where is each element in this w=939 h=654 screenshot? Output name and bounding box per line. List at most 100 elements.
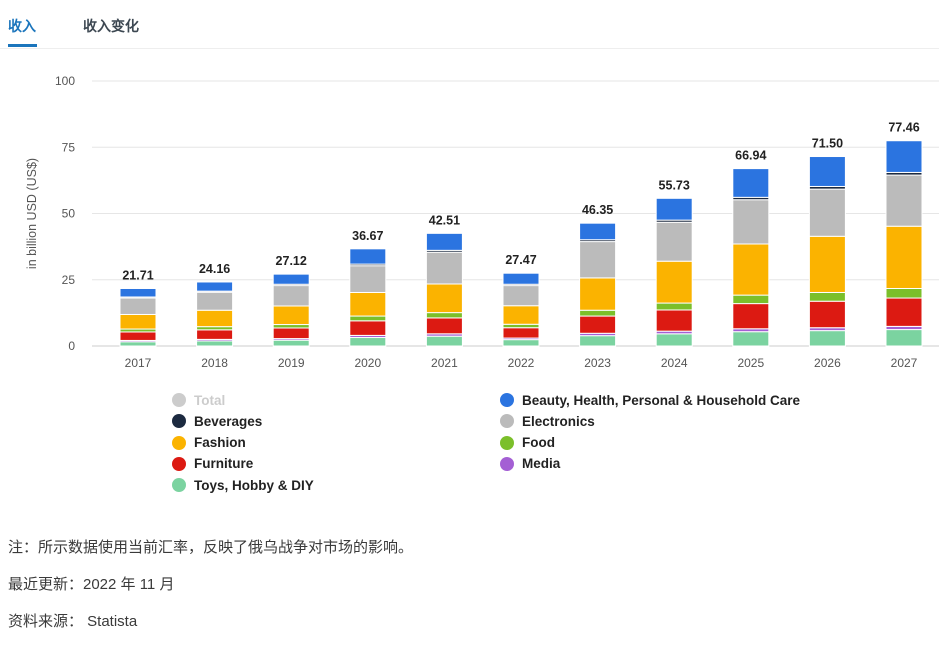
x-tick-label: 2027 bbox=[891, 356, 918, 370]
legend-marker bbox=[172, 393, 186, 407]
bar-segment bbox=[579, 309, 617, 317]
source-text: 资料来源： Statista bbox=[8, 613, 138, 630]
legend-item[interactable]: Toys, Hobby & DIY bbox=[172, 475, 314, 495]
bar-segment bbox=[885, 225, 923, 289]
y-tick-label: 0 bbox=[68, 339, 75, 353]
bar-segment bbox=[655, 302, 693, 311]
total-data-label: 27.47 bbox=[505, 253, 536, 267]
legend-marker bbox=[500, 414, 514, 429]
bar-segment bbox=[655, 221, 693, 262]
bar-segment bbox=[425, 251, 463, 285]
legend-item[interactable]: Beverages bbox=[172, 411, 262, 431]
bar-segment bbox=[502, 327, 540, 339]
total-data-label: 77.46 bbox=[888, 121, 919, 135]
legend-label: Electronics bbox=[522, 413, 595, 429]
bar-segment bbox=[808, 330, 846, 347]
bar-segment bbox=[885, 287, 923, 299]
bar-segment bbox=[425, 335, 463, 347]
bar-segment bbox=[808, 156, 846, 187]
bar-segment bbox=[425, 283, 463, 314]
bar-segment bbox=[349, 265, 387, 293]
total-data-label: 24.16 bbox=[199, 262, 230, 276]
bar-segment bbox=[808, 300, 846, 329]
legend-item[interactable]: Beauty, Health, Personal & Household Car… bbox=[500, 390, 800, 410]
bar-segment bbox=[272, 285, 310, 307]
x-tick-label: 2018 bbox=[201, 356, 228, 370]
legend-label: Toys, Hobby & DIY bbox=[194, 477, 314, 493]
bar-segment bbox=[196, 309, 234, 328]
y-tick-label: 100 bbox=[55, 74, 75, 88]
bar-segment bbox=[502, 305, 540, 325]
legend-marker bbox=[172, 414, 186, 429]
bar-segment bbox=[119, 313, 157, 330]
tab-bar: 收入 收入变化 bbox=[0, 0, 939, 49]
x-tick-label: 2022 bbox=[508, 356, 535, 370]
legend-item[interactable]: Fashion bbox=[172, 433, 246, 453]
total-data-label: 36.67 bbox=[352, 229, 383, 243]
legend-marker bbox=[172, 435, 186, 450]
x-tick-label: 2017 bbox=[125, 356, 152, 370]
bar-segment bbox=[502, 272, 540, 285]
chart-legend: Total Beauty, Health, Personal & Househol… bbox=[0, 388, 939, 498]
y-tick-label: 50 bbox=[62, 207, 76, 221]
bar-segment bbox=[655, 197, 693, 221]
y-axis-label: in billion USD (US$) bbox=[25, 158, 39, 269]
bar-segment bbox=[349, 291, 387, 317]
y-tick-label: 75 bbox=[62, 140, 76, 154]
bar-segment bbox=[885, 329, 923, 347]
x-tick-label: 2019 bbox=[278, 356, 305, 370]
bar-segment bbox=[349, 315, 387, 322]
bar-segment bbox=[655, 333, 693, 347]
bar-segment bbox=[885, 297, 923, 327]
bar-segment bbox=[808, 235, 846, 293]
bar-segment bbox=[502, 339, 540, 347]
bar-segment bbox=[119, 331, 157, 341]
total-data-label: 71.50 bbox=[812, 137, 843, 151]
legend-item[interactable]: Furniture bbox=[172, 454, 253, 474]
bar-segment bbox=[196, 340, 234, 347]
x-tick-label: 2026 bbox=[814, 356, 841, 370]
total-data-label: 66.94 bbox=[735, 149, 766, 163]
legend-label: Fashion bbox=[194, 435, 246, 451]
legend-marker bbox=[500, 435, 514, 450]
tab-revenue[interactable]: 收入 bbox=[8, 18, 36, 34]
bar-segment bbox=[425, 317, 463, 335]
bar-segment bbox=[349, 320, 387, 336]
x-tick-label: 2020 bbox=[354, 356, 381, 370]
active-tab-indicator bbox=[8, 44, 37, 47]
bar-segment bbox=[732, 168, 770, 198]
legend-label: Furniture bbox=[194, 456, 254, 472]
bar-segment bbox=[196, 291, 234, 311]
bar-segment bbox=[196, 329, 234, 340]
bar-segment bbox=[272, 273, 310, 285]
bar-segment bbox=[732, 303, 770, 330]
bar-segment bbox=[808, 188, 846, 237]
legend-marker bbox=[500, 456, 514, 471]
legend-item[interactable]: Electronics bbox=[500, 411, 595, 431]
bar-segment bbox=[349, 337, 387, 347]
last-updated: 最近更新：2022 年 11 月 bbox=[8, 576, 175, 593]
total-data-label: 27.12 bbox=[276, 254, 307, 268]
bar-segment bbox=[272, 339, 310, 347]
legend-item[interactable]: Food bbox=[500, 433, 555, 453]
legend-item[interactable]: Total bbox=[172, 390, 225, 410]
legend-marker bbox=[172, 456, 186, 471]
bar-segment bbox=[272, 324, 310, 329]
bar-segment bbox=[885, 140, 923, 173]
bar-segment bbox=[425, 312, 463, 319]
bar-segment bbox=[732, 331, 770, 347]
legend-item[interactable]: Media bbox=[500, 454, 560, 474]
bar-segment bbox=[808, 291, 846, 302]
bar-segment bbox=[655, 309, 693, 332]
bar-segment bbox=[732, 294, 770, 305]
total-data-label: 46.35 bbox=[582, 203, 613, 217]
bar-segment bbox=[272, 327, 310, 340]
legend-marker bbox=[172, 478, 186, 493]
bar-segment bbox=[502, 323, 540, 329]
bar-segment bbox=[885, 174, 923, 227]
tab-revenue-change[interactable]: 收入变化 bbox=[83, 18, 139, 34]
bar-segment bbox=[425, 232, 463, 251]
legend-label: Food bbox=[522, 435, 555, 451]
total-data-label: 55.73 bbox=[659, 178, 690, 192]
bar-segment bbox=[579, 241, 617, 279]
